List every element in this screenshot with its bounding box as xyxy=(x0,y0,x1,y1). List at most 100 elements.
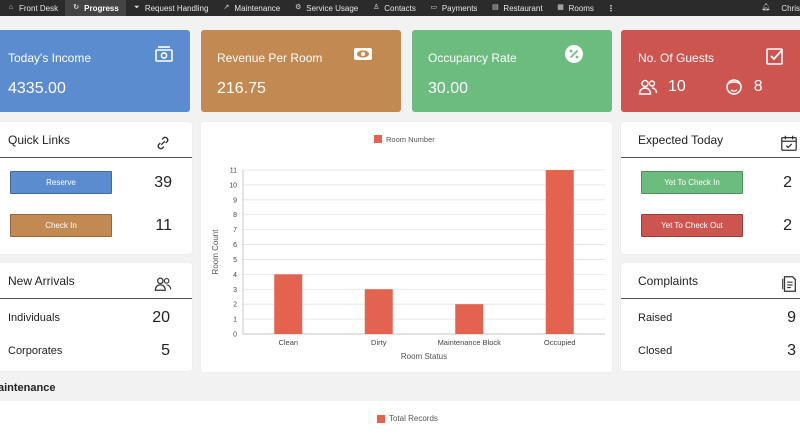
nav-item-front-desk[interactable]: ⌂ Front Desk xyxy=(0,0,65,16)
y-tick-label: 6 xyxy=(233,242,237,249)
complaints-title: Complaints xyxy=(638,273,699,288)
nav-item-contacts[interactable]: ♙ Contacts xyxy=(365,0,423,16)
percent-icon xyxy=(565,45,583,63)
nav-label: Front Desk xyxy=(19,3,59,13)
bar xyxy=(274,274,303,334)
nav-label: Maintenance xyxy=(234,3,281,13)
child-icon xyxy=(726,79,742,95)
y-tick-label: 0 xyxy=(233,332,237,339)
todays-income-card: Today's Income 4335.00 xyxy=(0,30,190,112)
adults-count: 10 xyxy=(668,78,686,95)
bed-icon: ▦ xyxy=(557,4,564,11)
new-arrivals-title: New Arrivals xyxy=(8,273,75,288)
individuals-row: Individuals 20 xyxy=(0,309,192,327)
quick-links-header: Quick Links xyxy=(0,122,192,158)
nav-label: Request Handling xyxy=(144,3,209,13)
maintenance-section-title: aintenance xyxy=(0,382,56,394)
closed-value: 3 xyxy=(787,342,796,359)
corporates-row: Corporates 5 xyxy=(0,342,192,360)
y-tick-label: 9 xyxy=(233,197,237,204)
raised-label: Raised xyxy=(638,312,673,324)
external-link-icon: ↗ xyxy=(223,4,230,11)
settings-icon: ⚙ xyxy=(295,4,302,11)
yet-to-check-in-value: 2 xyxy=(783,173,792,191)
y-tick-label: 3 xyxy=(233,287,237,294)
filter-icon: ⏷ xyxy=(134,4,140,11)
guests-counts: 10 8 xyxy=(638,77,800,97)
nav-label: Payments xyxy=(441,3,478,13)
revenue-per-room-value: 216.75 xyxy=(217,80,266,97)
y-tick-label: 11 xyxy=(230,168,237,175)
x-axis-label: Room Status xyxy=(401,352,447,361)
check-in-button[interactable]: Check In xyxy=(10,214,112,237)
nav-label: Service Usage xyxy=(306,3,359,13)
restaurant-icon: ▤ xyxy=(492,4,499,11)
user-name[interactable]: Chris xyxy=(781,3,800,13)
nav-item-request-handling[interactable]: ⏷ Request Handling xyxy=(126,0,216,16)
new-arrivals-panel: New Arrivals Individuals 20 Corporates 5 xyxy=(0,263,192,371)
check-in-count: 11 xyxy=(155,216,172,234)
nav-item-rooms[interactable]: ▦ Rooms xyxy=(550,0,601,16)
reserve-button[interactable]: Reserve xyxy=(10,171,112,194)
yet-to-check-out-value: 2 xyxy=(783,216,792,234)
maintenance-chart-panel: Total Records xyxy=(0,401,800,439)
x-tick-label: Clean xyxy=(278,338,298,347)
y-tick-label: 1 xyxy=(233,317,237,324)
adults-icon xyxy=(638,79,658,95)
maintenance-legend: Total Records xyxy=(377,414,438,423)
nav-label: Rooms xyxy=(568,3,594,13)
y-tick-label: 10 xyxy=(229,182,237,189)
closed-label: Closed xyxy=(638,345,673,357)
nav-item-progress[interactable]: ↻ Progress xyxy=(65,0,126,16)
nav-item-restaurant[interactable]: ▤ Restaurant xyxy=(484,0,549,16)
occupancy-rate-value: 30.00 xyxy=(428,80,469,97)
bar xyxy=(455,304,484,334)
complaints-panel: Complaints Raised 9 Closed 3 xyxy=(621,263,800,371)
expected-today-header: Expected Today xyxy=(621,122,800,158)
y-tick-label: 8 xyxy=(233,212,237,219)
quick-links-panel: Quick Links Reserve 39 Check In 11 xyxy=(0,122,192,254)
nav-item-payments[interactable]: ▭ Payments xyxy=(423,0,485,16)
users-icon xyxy=(154,277,172,291)
raised-row: Raised 9 xyxy=(621,309,800,327)
nav-label: Restaurant xyxy=(503,3,543,13)
yet-to-check-in-row: Yet To Check In 2 xyxy=(621,171,800,194)
y-tick-label: 7 xyxy=(233,227,237,234)
money-icon xyxy=(155,46,173,62)
top-nav: ⌂ Front Desk ↻ Progress ⏷ Request Handli… xyxy=(0,0,800,16)
x-tick-label: Occupied xyxy=(544,338,576,347)
new-arrivals-header: New Arrivals xyxy=(0,263,192,299)
yet-to-check-out-button[interactable]: Yet To Check Out xyxy=(641,214,743,237)
room-status-chart-panel: Room Number 0 1 2 3 4 5 6 7 8 9 10 11 Clean Dirty Maint… xyxy=(201,122,612,372)
individuals-label: Individuals xyxy=(8,312,60,324)
y-tick-label: 2 xyxy=(233,302,237,309)
nav-item-service-usage[interactable]: ⚙ Service Usage xyxy=(287,0,365,16)
more-menu-button[interactable]: ⋮ xyxy=(601,0,621,16)
y-tick-label: 5 xyxy=(233,257,237,264)
reserve-row: Reserve 39 xyxy=(0,171,192,194)
kebab-icon: ⋮ xyxy=(606,3,615,13)
corporates-label: Corporates xyxy=(8,345,63,357)
todays-income-title: Today's Income xyxy=(8,51,91,65)
legend-swatch xyxy=(374,135,382,143)
nav-user-area: 🔔︎ Chris xyxy=(761,0,800,16)
room-status-chart: Room Number 0 1 2 3 4 5 6 7 8 9 10 11 Clean Dirty Maint… xyxy=(211,135,605,361)
complaints-header: Complaints xyxy=(621,263,800,299)
document-icon xyxy=(782,276,796,292)
card-icon: ▭ xyxy=(430,4,438,11)
nav-item-maintenance[interactable]: ↗ Maintenance xyxy=(215,0,287,16)
user-icon: ♙ xyxy=(373,4,380,11)
x-tick-label: Maintenance Block xyxy=(438,338,502,347)
y-tick-label: 4 xyxy=(233,272,237,279)
yet-to-check-out-row: Yet To Check Out 2 xyxy=(621,214,800,237)
x-tick-label: Dirty xyxy=(371,338,387,347)
individuals-value: 20 xyxy=(152,309,170,326)
yet-to-check-in-button[interactable]: Yet To Check In xyxy=(641,171,743,194)
refresh-icon: ↻ xyxy=(73,4,80,11)
calendar-check-icon xyxy=(781,135,797,151)
occupancy-rate-card: Occupancy Rate 30.00 xyxy=(412,30,612,112)
bell-icon[interactable]: 🔔︎ xyxy=(761,4,771,11)
corporates-value: 5 xyxy=(161,342,170,359)
maintenance-legend-label: Total Records xyxy=(389,414,438,423)
eye-icon xyxy=(354,48,372,60)
